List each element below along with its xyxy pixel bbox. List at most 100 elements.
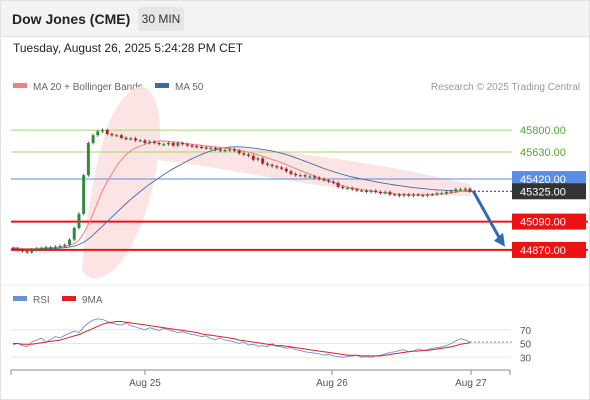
candle-body [336, 182, 340, 187]
candle-body [195, 146, 199, 148]
candle-body [105, 130, 109, 134]
candle-body [294, 173, 298, 176]
ma9-legend-label: 9MA [82, 295, 103, 306]
rsi-legend-label: RSI [33, 295, 50, 306]
candle-body [110, 133, 114, 136]
candle-body [152, 141, 156, 143]
candle-body [148, 141, 152, 143]
candle-body [199, 146, 203, 149]
candle-body [251, 155, 255, 160]
header-bar: Dow Jones (CME) 30 MIN [1, 1, 589, 37]
candle-body [44, 247, 48, 249]
candle-body [143, 140, 147, 143]
candle-body [411, 194, 415, 196]
candle-body [133, 138, 137, 141]
candle-body [350, 188, 354, 190]
candle-body [449, 191, 453, 193]
candle-body [275, 166, 279, 168]
candle-body [237, 150, 241, 154]
candle-body [369, 190, 373, 192]
candle-body [247, 154, 251, 156]
ma20-legend-swatch [13, 83, 27, 88]
candle-body [77, 213, 81, 229]
candle-body [209, 148, 213, 150]
candle-body [308, 176, 312, 178]
rsi-line [12, 318, 471, 358]
candle-body [256, 158, 260, 160]
candle-body [364, 190, 368, 192]
candle-body [68, 239, 72, 245]
candle-body [53, 246, 57, 248]
candle-body [265, 163, 269, 165]
candle-body [25, 251, 29, 253]
candle-body [454, 189, 458, 192]
instrument-title: Dow Jones (CME) [12, 11, 131, 27]
candle-body [341, 186, 345, 189]
x-tick-label: Aug 27 [455, 378, 487, 389]
rsi-tick-label: 70 [520, 326, 532, 337]
candle-body [435, 193, 439, 195]
candle-body [232, 149, 236, 151]
level-label-support: 44870.00 [520, 245, 566, 257]
candle-body [416, 194, 420, 196]
candle-body [426, 194, 430, 196]
candle-body [463, 188, 467, 190]
candle-body [91, 135, 95, 143]
candle-body [378, 191, 382, 194]
candle-body [72, 228, 76, 240]
candle-body [284, 168, 288, 172]
candle-body [289, 171, 293, 174]
candle-body [360, 190, 364, 192]
candle-body [468, 188, 472, 192]
candle-body [444, 191, 448, 194]
candle-body [218, 149, 222, 151]
ma50-line [13, 146, 470, 250]
candle-body [397, 194, 401, 196]
level-label-resistance: 45630.00 [520, 147, 566, 159]
candle-body [171, 142, 175, 146]
candle-body [162, 144, 166, 146]
candle-body [327, 180, 331, 182]
candle-body [138, 140, 142, 142]
candle-body [20, 249, 24, 252]
candle-body [393, 194, 397, 196]
timeframe-button[interactable]: 30 MIN [138, 7, 184, 31]
candle-body [204, 147, 208, 149]
x-tick-label: Aug 26 [316, 378, 348, 389]
candle-body [124, 137, 128, 140]
candle-body [115, 135, 119, 137]
candle-body [261, 158, 265, 164]
candle-body [190, 145, 194, 147]
candle-body [242, 153, 246, 155]
candle-body [313, 176, 317, 178]
candle-body [270, 164, 274, 167]
ma50-legend-label: MA 50 [175, 82, 204, 93]
level-badge-pivot [512, 171, 586, 188]
candle-body [421, 195, 425, 197]
x-tick-label: Aug 25 [129, 378, 161, 389]
forecast-arrow [471, 189, 503, 242]
candle-body [129, 138, 133, 140]
level-label-current: 45325.00 [520, 186, 566, 198]
level-badge-current [512, 183, 586, 200]
candle-body [317, 177, 321, 180]
rsi-legend-swatch [13, 296, 27, 301]
bollinger-band-upper [158, 140, 470, 196]
candle-body [58, 246, 62, 248]
candle-body [383, 191, 387, 194]
candle-body [459, 189, 463, 191]
candle-body [407, 194, 411, 196]
candle-body [181, 142, 185, 145]
rsi-tick-label: 50 [520, 340, 532, 351]
candle-body [185, 144, 189, 146]
candle-body [346, 188, 350, 190]
ma20-legend-label: MA 20 + Bollinger Bands [33, 82, 143, 93]
level-label-support: 45090.00 [520, 217, 566, 229]
candle-body [440, 193, 444, 195]
ma50-legend-swatch [155, 83, 169, 88]
candle-body [430, 194, 434, 196]
candle-body [16, 248, 20, 250]
candle-body [298, 175, 302, 177]
candle-body [166, 142, 170, 145]
rsi-panel: 70 50 30 [11, 318, 532, 364]
